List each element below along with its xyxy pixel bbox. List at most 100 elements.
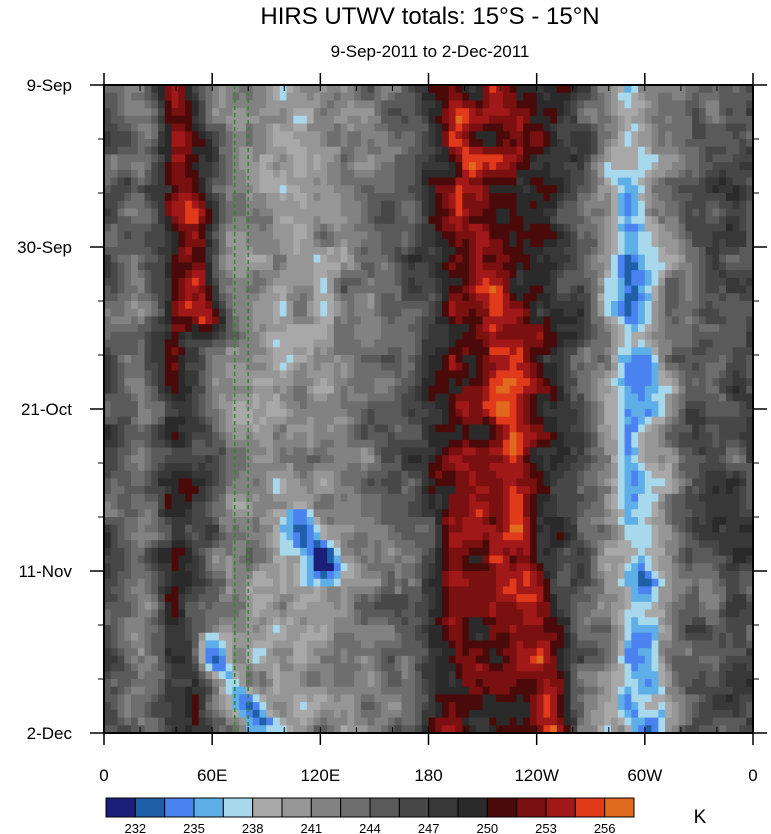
heatmap-cell: [563, 393, 572, 402]
heatmap-cell: [252, 162, 261, 171]
heatmap-cell: [286, 254, 294, 264]
heatmap-cell: [104, 231, 112, 240]
heatmap-cell: [178, 409, 186, 418]
heatmap-cell: [333, 177, 342, 186]
heatmap-cell: [482, 85, 490, 94]
heatmap-cell: [171, 463, 179, 472]
heatmap-cell: [381, 185, 389, 194]
heatmap-cell: [300, 216, 308, 225]
heatmap-cell: [164, 385, 173, 395]
heatmap-cell: [158, 247, 166, 256]
heatmap-cell: [171, 162, 179, 171]
heatmap-cell: [692, 463, 700, 472]
heatmap-cell: [259, 432, 267, 441]
heatmap-cell: [164, 439, 173, 449]
heatmap-cell: [205, 185, 213, 194]
heatmap-cell: [651, 463, 659, 472]
heatmap-cell: [502, 308, 511, 318]
heatmap-cell: [266, 478, 274, 487]
heatmap-cell: [462, 223, 470, 233]
heatmap-cell: [698, 262, 707, 271]
heatmap-cell: [563, 139, 572, 148]
heatmap-cell: [631, 208, 639, 217]
heatmap-cell: [732, 301, 741, 310]
heatmap-cell: [131, 470, 139, 480]
heatmap-cell: [374, 324, 382, 333]
heatmap-cell: [252, 92, 261, 102]
heatmap-cell: [550, 409, 558, 418]
heatmap-cell: [360, 331, 369, 341]
heatmap-cell: [306, 100, 315, 109]
heatmap-cell: [590, 432, 599, 441]
heatmap-cell: [232, 470, 240, 480]
heatmap-cell: [611, 455, 619, 464]
heatmap-cell: [705, 362, 714, 372]
heatmap-cell: [381, 378, 389, 387]
heatmap-cell: [624, 216, 632, 225]
heatmap-cell: [293, 409, 301, 418]
heatmap-cell: [124, 169, 132, 179]
heatmap-cell: [131, 432, 139, 441]
heatmap-cell: [556, 254, 565, 264]
heatmap-cell: [340, 247, 348, 256]
heatmap-cell: [428, 455, 436, 464]
heatmap-cell: [198, 100, 207, 109]
heatmap-cell: [658, 85, 666, 94]
heatmap-cell: [131, 401, 139, 410]
heatmap-cell: [469, 401, 477, 410]
heatmap-cell: [644, 239, 653, 248]
heatmap-cell: [273, 131, 281, 140]
heatmap-cell: [239, 100, 247, 109]
heatmap-cell: [191, 208, 200, 217]
heatmap-cell: [279, 92, 288, 102]
heatmap-cell: [354, 239, 362, 248]
heatmap-cell: [387, 339, 396, 348]
heatmap-cell: [124, 115, 132, 125]
heatmap-cell: [475, 463, 484, 472]
heatmap-cell: [347, 108, 355, 117]
heatmap-cell: [347, 223, 355, 233]
heatmap-cell: [719, 131, 727, 140]
heatmap-cell: [671, 139, 680, 148]
heatmap-cell: [387, 223, 396, 233]
heatmap-cell: [340, 416, 348, 426]
heatmap-cell: [279, 463, 288, 472]
heatmap-cell: [158, 115, 166, 125]
heatmap-cell: [414, 85, 423, 94]
heatmap-cell: [469, 478, 477, 487]
heatmap-cell: [462, 355, 470, 364]
heatmap-cell: [712, 409, 720, 418]
heatmap-cell: [381, 439, 389, 449]
heatmap-cell: [577, 193, 585, 202]
heatmap-cell: [185, 270, 193, 279]
heatmap-cell: [218, 254, 227, 264]
heatmap-cell: [191, 393, 200, 402]
heatmap-cell: [239, 162, 247, 171]
heatmap-cell: [435, 424, 443, 433]
heatmap-cell: [651, 370, 659, 379]
heatmap-cell: [428, 393, 436, 402]
heatmap-cell: [279, 416, 288, 426]
heatmap-cell: [164, 455, 173, 464]
heatmap-cell: [692, 339, 700, 348]
heatmap-cell: [185, 177, 193, 186]
heatmap-cell: [712, 100, 720, 109]
heatmap-cell: [442, 355, 450, 364]
heatmap-cell: [279, 262, 288, 271]
heatmap-cell: [638, 409, 646, 418]
heatmap-cell: [685, 432, 693, 441]
heatmap-cell: [577, 293, 585, 302]
heatmap-cell: [347, 139, 355, 148]
heatmap-cell: [638, 162, 646, 171]
heatmap-cell: [442, 362, 450, 372]
heatmap-cell: [252, 301, 261, 310]
heatmap-cell: [286, 432, 294, 441]
heatmap-cell: [604, 470, 612, 480]
heatmap-cell: [509, 432, 517, 441]
heatmap-cell: [496, 177, 504, 186]
heatmap-cell: [374, 92, 382, 102]
heatmap-cell: [333, 339, 342, 348]
heatmap-cell: [516, 370, 524, 379]
heatmap-cell: [367, 231, 376, 240]
heatmap-cell: [671, 208, 680, 217]
